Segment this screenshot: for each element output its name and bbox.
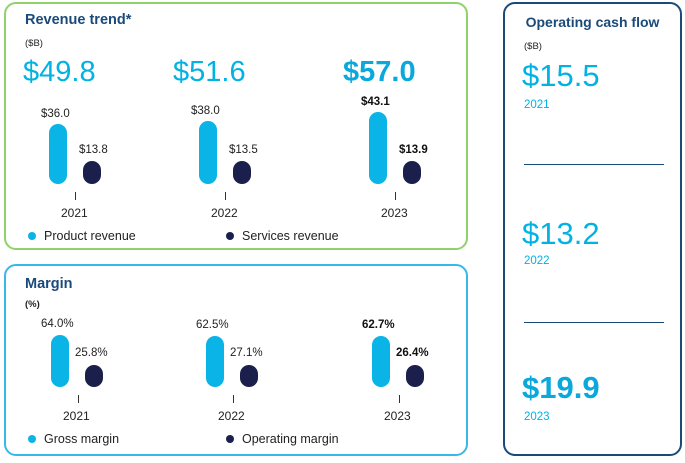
operating-margin-bar-2023 xyxy=(406,365,424,387)
product-revenue-dot-icon xyxy=(28,232,36,240)
cash-flow-year: 2022 xyxy=(524,255,550,267)
product-revenue-bar-2023 xyxy=(369,112,387,184)
product-revenue-bar-2021 xyxy=(49,124,67,184)
operating-margin-bar-2022 xyxy=(240,365,258,387)
services-revenue-label-2022: $13.5 xyxy=(229,144,258,156)
cash-flow-year: 2023 xyxy=(524,411,550,423)
year-label-2023: 2023 xyxy=(384,409,411,423)
legend-label: Gross margin xyxy=(44,432,120,446)
legend-product-revenue: Product revenue xyxy=(28,229,136,243)
services-revenue-label-2021: $13.8 xyxy=(79,144,108,156)
divider xyxy=(524,164,664,165)
services-revenue-label-2023: $13.9 xyxy=(399,144,428,156)
revenue-title: Revenue trend* xyxy=(25,12,132,28)
revenue-unit: ($B) xyxy=(25,38,43,49)
cash-flow-year: 2021 xyxy=(524,99,550,111)
services-revenue-bar-2021 xyxy=(83,161,101,184)
legend-label: Services revenue xyxy=(242,229,339,243)
revenue-total-2021: $49.8 xyxy=(23,56,96,88)
axis-tick-2022 xyxy=(225,192,226,200)
product-revenue-label-2022: $38.0 xyxy=(191,104,220,117)
year-label-2023: 2023 xyxy=(381,206,408,220)
axis-tick-2023 xyxy=(395,192,396,200)
revenue-trend-panel: Revenue trend* ($B) $49.8 $36.0 $13.8 2021 $… xyxy=(4,2,468,250)
year-label-2021: 2021 xyxy=(61,206,88,220)
operating-margin-label-2021: 25.8% xyxy=(75,347,108,359)
operating-margin-label-2022: 27.1% xyxy=(230,347,263,359)
cash-flow-title: Operating cash flow xyxy=(525,14,660,30)
year-label-2021: 2021 xyxy=(63,409,90,423)
margin-panel: Margin (%) 64.0% 25.8% 2021 62.5% 27.1% 2022 6… xyxy=(4,264,468,456)
legend-label: Product revenue xyxy=(44,229,136,243)
revenue-total-2022: $51.6 xyxy=(173,56,246,88)
gross-margin-label-2022: 62.5% xyxy=(196,318,229,331)
gross-margin-label-2023: 62.7% xyxy=(362,318,395,331)
year-label-2022: 2022 xyxy=(218,409,245,423)
gross-margin-bar-2021 xyxy=(51,334,69,387)
services-revenue-bar-2023 xyxy=(403,161,421,184)
revenue-total-2023: $57.0 xyxy=(343,56,416,88)
operating-margin-bar-2021 xyxy=(85,365,103,387)
gross-margin-bar-2023 xyxy=(372,335,390,387)
cash-flow-value: $13.2 xyxy=(522,216,600,251)
gross-margin-dot-icon xyxy=(28,435,36,443)
operating-margin-label-2023: 26.4% xyxy=(396,347,429,359)
services-revenue-bar-2022 xyxy=(233,161,251,184)
year-label-2022: 2022 xyxy=(211,206,238,220)
gross-margin-bar-2022 xyxy=(206,335,224,387)
cash-flow-value: $15.5 xyxy=(522,58,600,93)
axis-tick-2021 xyxy=(75,192,76,200)
product-revenue-label-2023: $43.1 xyxy=(361,96,390,109)
divider xyxy=(524,322,664,323)
axis-tick-2022 xyxy=(233,395,234,403)
services-revenue-dot-icon xyxy=(226,232,234,240)
operating-margin-dot-icon xyxy=(226,435,234,443)
legend-label: Operating margin xyxy=(242,432,339,446)
legend-gross-margin: Gross margin xyxy=(28,432,119,446)
operating-cash-flow-panel: Operating cash flow ($B) $15.5 2021 $13.… xyxy=(503,2,682,456)
legend-services-revenue: Services revenue xyxy=(226,229,339,243)
margin-unit: (%) xyxy=(25,299,40,310)
product-revenue-label-2021: $36.0 xyxy=(41,108,70,121)
cash-flow-unit: ($B) xyxy=(524,41,542,52)
axis-tick-2021 xyxy=(78,395,79,403)
margin-title: Margin xyxy=(25,276,73,292)
cash-flow-value-highlight: $19.9 xyxy=(522,370,600,405)
product-revenue-bar-2022 xyxy=(199,120,217,184)
gross-margin-label-2021: 64.0% xyxy=(41,317,74,330)
axis-tick-2023 xyxy=(399,395,400,403)
legend-operating-margin: Operating margin xyxy=(226,432,339,446)
